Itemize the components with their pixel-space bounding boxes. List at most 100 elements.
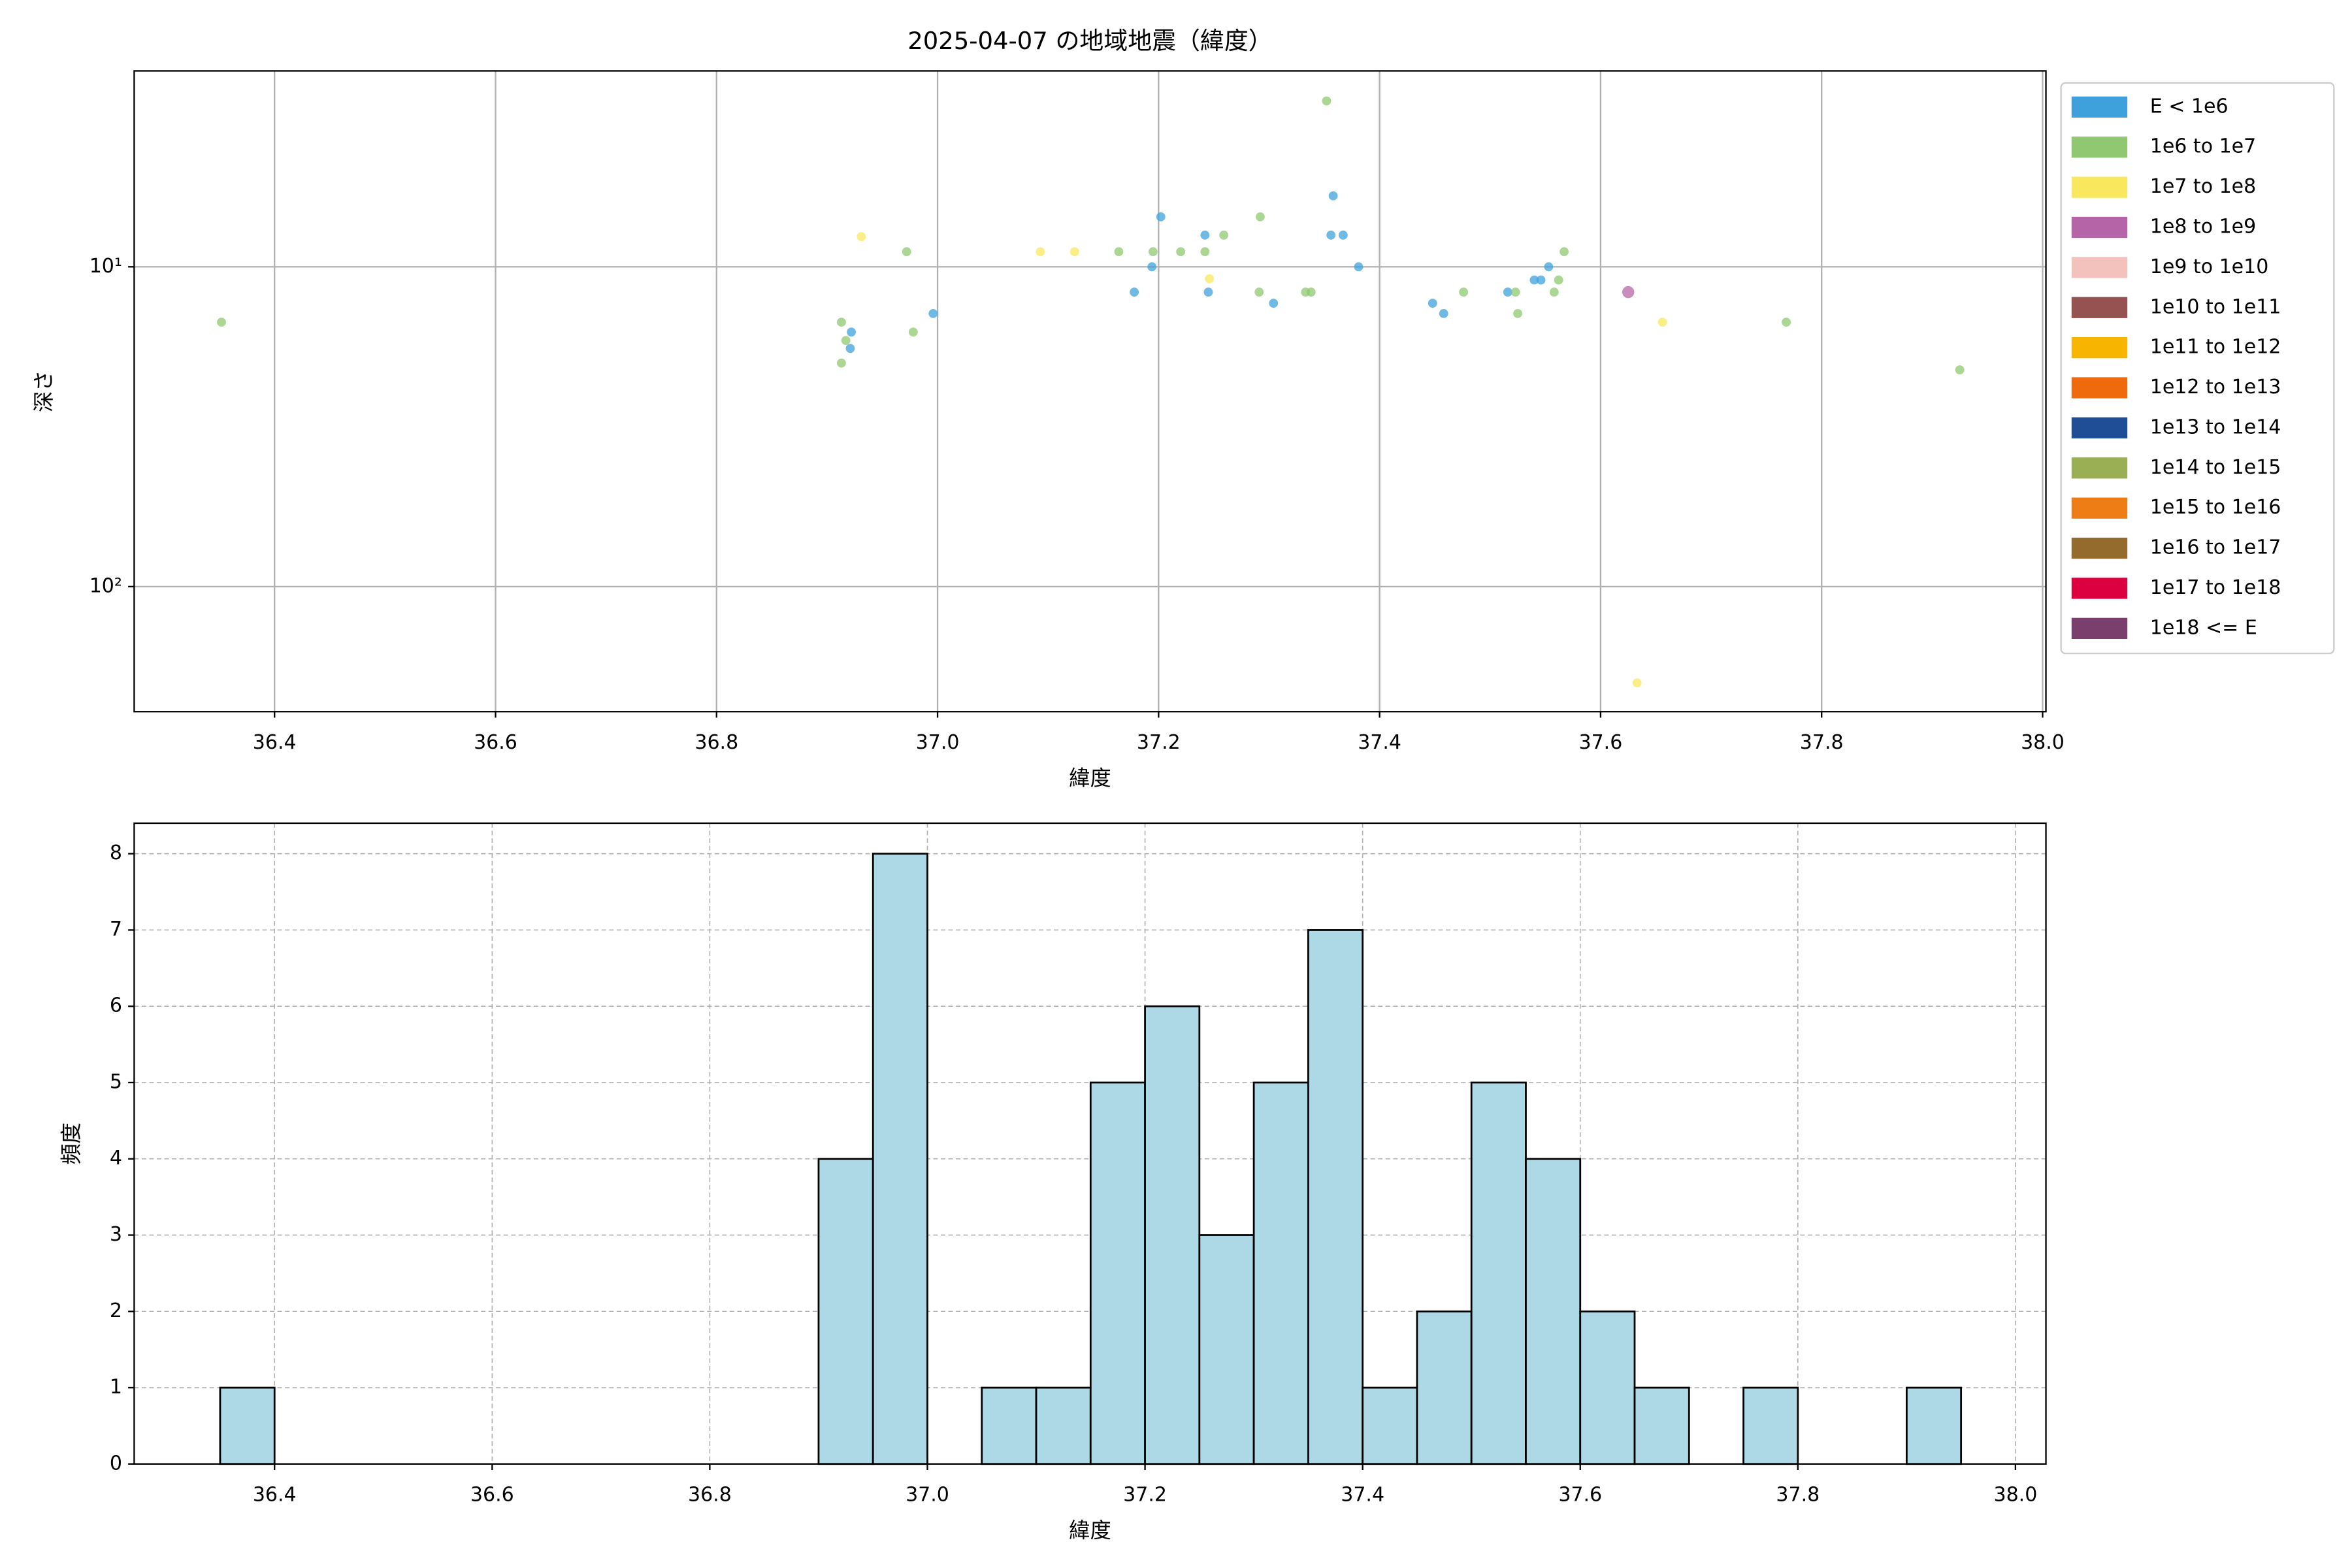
legend-label: 1e13 to 1e14 [2150,416,2281,438]
histogram-bar [1905,1386,1963,1465]
legend-swatch [2071,176,2128,198]
point [836,318,846,327]
point [1529,275,1539,285]
point [1536,275,1546,285]
legend-label: 1e8 to 1e9 [2150,216,2256,238]
legend-label: 1e11 to 1e12 [2150,336,2281,359]
y-tick-label: 0 [110,1452,122,1475]
point [845,344,855,353]
legend-label: 1e9 to 1e10 [2150,255,2269,278]
histogram-bar [1252,1081,1309,1465]
point [1354,262,1364,272]
axes-frame [133,70,2047,713]
histogram-bar [1089,1081,1146,1465]
point [1203,287,1213,297]
legend-label: 1e6 to 1e7 [2150,135,2256,158]
point [928,308,938,318]
histogram-bar [1198,1234,1255,1465]
legend-swatch [2071,377,2128,399]
x-tick-label: 37.8 [1800,731,1844,754]
legend-swatch [2071,457,2128,479]
x-tick-label: 38.0 [1994,1484,2038,1507]
legend-swatch [2071,216,2128,238]
point [902,247,911,257]
y-axis-label: 頻度 [59,1122,84,1165]
legend-swatch [2071,497,2128,519]
point [217,318,226,327]
point [1176,247,1186,257]
point [1428,299,1437,308]
point [1511,287,1520,297]
x-tick-label: 37.0 [906,1484,949,1507]
point [1200,230,1210,240]
point [1328,191,1338,201]
point [1338,230,1348,240]
histogram-bar [1362,1386,1418,1465]
point [1560,247,1569,257]
point [1503,287,1512,297]
legend-label: 1e17 to 1e18 [2150,576,2281,599]
y-tick-label: 6 [110,994,122,1017]
histogram-bar [1035,1386,1092,1465]
legend-swatch [2071,537,2128,559]
point [1156,212,1166,221]
point [1658,318,1667,327]
histogram-bar [817,1158,874,1465]
point [1036,247,1045,257]
point [1632,678,1642,688]
point [1322,96,1331,106]
point [1205,274,1215,284]
point [1622,286,1635,299]
x-tick-label: 38.0 [2021,731,2065,754]
axes-frame [133,822,2047,1465]
point [1148,247,1158,257]
x-tick-label: 36.6 [474,731,517,754]
point [1782,318,1791,327]
y-tick-label: 10¹ [90,255,122,278]
x-tick-label: 36.8 [694,731,738,754]
point [1326,230,1336,240]
histogram-bar [1579,1310,1636,1465]
legend-swatch [2071,137,2128,158]
point [1147,262,1157,272]
legend-box [2060,82,2335,655]
legend-label: E < 1e6 [2150,95,2229,118]
x-tick-label: 37.8 [1776,1484,1820,1507]
y-tick-label: 7 [110,918,122,941]
point [847,327,857,337]
point [1269,299,1279,308]
y-tick-label: 3 [110,1223,122,1246]
legend-swatch [2071,337,2128,359]
point [1955,365,1965,374]
legend-label: 1e18 <= E [2150,616,2257,639]
y-tick-label: 1 [110,1376,122,1399]
y-tick-label: 5 [110,1070,122,1093]
y-tick-label: 8 [110,841,122,864]
histogram-bar [872,853,928,1465]
point [1256,212,1265,221]
x-tick-label: 37.4 [1358,731,1401,754]
legend-swatch [2071,96,2128,118]
x-tick-label: 37.4 [1341,1484,1384,1507]
histogram-bar [1307,929,1364,1465]
x-tick-label: 37.2 [1137,731,1181,754]
legend-swatch [2071,297,2128,318]
histogram-bar [1416,1310,1473,1465]
histogram-bar [1144,1005,1201,1465]
point [1070,247,1079,257]
point [1254,287,1264,297]
y-tick-label: 4 [110,1147,122,1169]
point [1549,287,1559,297]
x-tick-label: 37.0 [916,731,960,754]
point [1219,230,1229,240]
legend-label: 1e7 to 1e8 [2150,175,2256,198]
x-tick-label: 36.4 [253,731,297,754]
point [1114,247,1124,257]
x-tick-label: 36.6 [470,1484,514,1507]
x-tick-label: 37.2 [1123,1484,1167,1507]
histogram-bar [1525,1158,1582,1465]
histogram-bar [981,1386,1037,1465]
point [1130,287,1139,297]
